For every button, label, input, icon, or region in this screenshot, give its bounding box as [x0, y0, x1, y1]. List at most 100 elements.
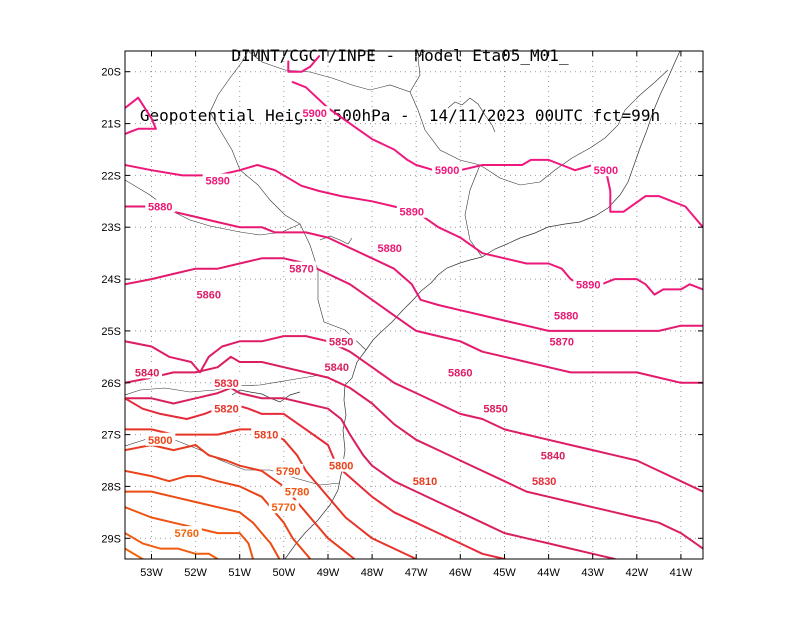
contour-label-5890: 5890 [205, 176, 229, 188]
contour-label-bg [251, 427, 282, 441]
contour-label-5890: 5890 [576, 279, 600, 291]
contour-label-5840: 5840 [135, 367, 159, 379]
contour-label-5900: 5900 [435, 165, 459, 177]
contour-5830 [125, 397, 506, 559]
contour-label-bg [432, 163, 463, 177]
contour-label-bg [145, 432, 176, 446]
x-tick-label: 41W [670, 567, 693, 579]
contour-label-bg [326, 334, 357, 348]
contour-label-5800: 5800 [148, 435, 172, 447]
contour-label-bg [590, 163, 621, 177]
contour-5780 [125, 506, 254, 559]
contour-label-5860: 5860 [197, 290, 221, 302]
contour-labels: 5900 5900 5900 5890 5890 5890 5880 5880 5880 5870… [132, 106, 621, 540]
state-border-9 [464, 164, 483, 258]
contour-label-bg [396, 204, 427, 218]
contour-5790 [125, 490, 281, 559]
state-border-7 [409, 51, 426, 93]
contour-label-5780: 5780 [285, 487, 309, 499]
y-tick-label: 24S [101, 274, 121, 286]
contour-5770 [125, 532, 219, 559]
x-tick-label: 44W [537, 567, 560, 579]
contour-label-bg [321, 360, 352, 374]
contour-label-5870: 5870 [289, 264, 313, 276]
contour-label-5790: 5790 [276, 466, 300, 478]
contour-label-5810: 5810 [413, 476, 437, 488]
contour-label-bg [299, 106, 330, 120]
contour-label-5760: 5760 [175, 528, 199, 540]
state-border-8 [539, 69, 669, 183]
x-tick-label: 49W [317, 567, 340, 579]
contour-label-bg [171, 526, 202, 540]
contour-label-bg [480, 401, 511, 415]
state-border-5 [209, 51, 301, 225]
contour-label-5860: 5860 [448, 367, 472, 379]
contour-5850 [125, 355, 703, 550]
contour-lines [125, 55, 703, 559]
plot-frame [124, 50, 704, 560]
x-tick-label: 51W [228, 567, 251, 579]
contour-label-5900: 5900 [594, 165, 618, 177]
y-tick-label: 20S [101, 67, 121, 79]
y-axis: 20S 21S 22S 23S 24S 25S 26S 27S 28S 29S [101, 67, 703, 545]
contour-label-bg [202, 173, 233, 187]
contour-5840 [125, 386, 616, 559]
contour-label-bg [538, 448, 568, 462]
contour-label-bg [546, 334, 577, 348]
x-tick-label: 48W [361, 567, 384, 579]
contour-5900 [125, 96, 157, 135]
contour-label-5880: 5880 [148, 202, 172, 214]
y-tick-label: 27S [101, 430, 121, 442]
contour-label-5850: 5850 [329, 336, 353, 348]
y-tick-label: 21S [101, 119, 121, 131]
y-tick-label: 28S [101, 481, 121, 493]
contour-label-bg [374, 241, 405, 254]
x-tick-label: 42W [625, 567, 648, 579]
contour-label-5840: 5840 [541, 450, 565, 462]
contour-5890 [125, 164, 703, 296]
y-tick-label: 23S [101, 222, 121, 234]
contour-5880 [125, 205, 703, 332]
title-line-2: Geopotential Height 500hPa - 14/11/2023 … [139, 106, 661, 125]
x-tick-label: 47W [405, 567, 428, 579]
contour-5870 [125, 257, 703, 384]
coastline [344, 51, 681, 386]
contour-label-bg [326, 458, 357, 472]
contour-label-5880: 5880 [554, 310, 578, 322]
coastline-south [284, 384, 347, 559]
contour-label-bg [282, 484, 313, 498]
contour-label-5830: 5830 [532, 476, 556, 488]
x-tick-label: 50W [272, 567, 295, 579]
contour-label-bg [445, 365, 476, 379]
contour-label-5830: 5830 [214, 378, 238, 390]
y-tick-label: 26S [101, 378, 121, 390]
contour-label-5820: 5820 [214, 404, 238, 416]
contour-label-bg [286, 261, 317, 275]
reservoir-1 [447, 97, 496, 133]
contour-5860 [125, 335, 703, 493]
x-tick-label: 45W [493, 567, 516, 579]
x-tick-label: 46W [449, 567, 472, 579]
contour-label-bg [211, 375, 242, 389]
contour-label-bg [193, 287, 224, 301]
state-border-3 [299, 223, 367, 351]
contour-5820 [125, 428, 418, 559]
contour-label-5800: 5800 [329, 461, 353, 473]
contour-5900 [287, 55, 321, 73]
contour-label-5770: 5770 [272, 502, 296, 514]
contour-5760 [125, 547, 144, 559]
contour-label-bg [211, 401, 242, 415]
x-axis: 53W 52W 51W 50W 49W 48W 47W 46W 45W 44W 43W 42W 41W [140, 51, 693, 579]
contour-5900 [291, 81, 703, 229]
contour-5810 [125, 444, 356, 559]
contour-label-5810: 5810 [254, 430, 278, 442]
contour-label-bg [145, 199, 176, 213]
contour-label-bg [132, 365, 163, 379]
contour-label-bg [410, 474, 440, 488]
x-tick-label: 53W [140, 567, 163, 579]
y-tick-label: 29S [101, 533, 121, 545]
contour-label-5890: 5890 [400, 207, 424, 219]
contour-label-5900: 5900 [302, 108, 326, 120]
contour-label-bg [529, 474, 560, 488]
